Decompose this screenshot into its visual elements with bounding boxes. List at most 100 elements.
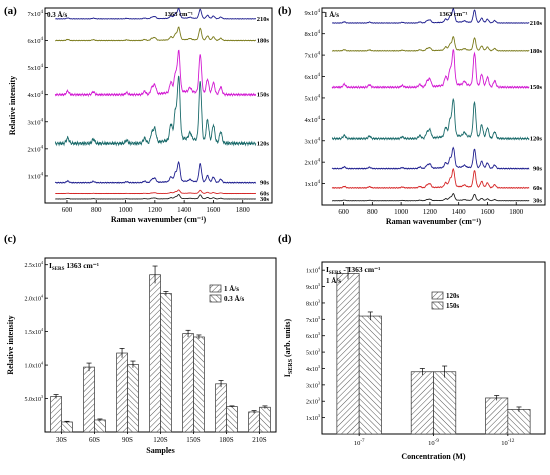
spectrum-line-120s bbox=[331, 97, 530, 141]
legend-label: 120s bbox=[446, 292, 460, 300]
x-tick-label: 180S bbox=[219, 436, 234, 444]
bar bbox=[127, 364, 139, 433]
series-label-90s: 90s bbox=[260, 180, 270, 187]
y-tick-label: 1.5x104 bbox=[25, 327, 44, 336]
y-tick-label: 8x103 bbox=[306, 298, 320, 307]
y-tick-label: 2x104 bbox=[28, 145, 44, 153]
panel-letter-a: (a) bbox=[4, 5, 17, 17]
y-tick-label: 1x104 bbox=[305, 180, 321, 188]
y-tick-label: 5x104 bbox=[305, 94, 321, 102]
panel-letter-d: (d) bbox=[278, 233, 292, 245]
panel-letter-b: (b) bbox=[278, 5, 292, 17]
y-tick-label: 6x104 bbox=[305, 73, 321, 81]
x-tick-label: 1200 bbox=[148, 206, 163, 214]
series-label-30s: 30s bbox=[533, 198, 543, 205]
spectrum-line-60s bbox=[55, 189, 256, 195]
bar bbox=[410, 371, 434, 435]
spectrum-line-180s bbox=[54, 26, 257, 42]
series-label-30s: 30s bbox=[260, 196, 270, 203]
y-tick-label: 5x104 bbox=[28, 64, 44, 72]
y-tick-label: 9x104 bbox=[305, 9, 321, 17]
x-tick-label: 30S bbox=[56, 436, 67, 444]
chart-title: ISERS - 1363 cm⁻¹ bbox=[326, 265, 380, 276]
series-label-120s: 120s bbox=[257, 140, 270, 147]
panel-a-spectra: 600 800 1000 1200 1400 1600 1800 1x104 2x104 3x10… bbox=[8, 7, 273, 224]
spectrum-line-210s bbox=[332, 8, 530, 24]
panel-letter-c: (c) bbox=[4, 233, 17, 245]
spectrum-line-150s bbox=[54, 49, 257, 98]
bar bbox=[94, 419, 106, 433]
y-axis-label: Relative intensity bbox=[6, 315, 15, 374]
y-tick-label: 1x103 bbox=[306, 413, 320, 422]
panel-d-bar-chart: 1x103 2x103 3x103 4x103 5x103 6x103 7x103 8x103… bbox=[283, 261, 546, 461]
y-tick-label: 4x104 bbox=[28, 91, 44, 99]
y-tick-label: 2x103 bbox=[306, 397, 320, 406]
x-tick-label: 1600 bbox=[206, 206, 221, 214]
bar bbox=[433, 371, 457, 435]
bar bbox=[336, 273, 360, 435]
bar bbox=[61, 421, 73, 433]
bar bbox=[358, 315, 382, 435]
peak-label: 1363 cm⁻¹ bbox=[439, 11, 467, 18]
spectrum-line-180s bbox=[331, 36, 530, 52]
bar bbox=[149, 274, 161, 433]
x-tick-label: 10-9 bbox=[428, 439, 439, 447]
spectrum-line-120s bbox=[54, 75, 257, 147]
plot-frame bbox=[44, 7, 273, 204]
bar bbox=[160, 293, 172, 433]
y-tick-label: 3x104 bbox=[28, 118, 44, 126]
x-axis-label: Concentration (M) bbox=[401, 452, 466, 461]
spectrum-line-60s bbox=[331, 168, 530, 190]
y-tick-label: 9x103 bbox=[306, 282, 320, 291]
series-label-60s: 60s bbox=[260, 191, 270, 198]
legend-swatch bbox=[209, 294, 222, 303]
series-label-210s: 210s bbox=[530, 20, 543, 27]
plot-frame bbox=[321, 7, 546, 206]
x-tick-label: 1400 bbox=[177, 206, 192, 214]
x-tick-label: 1800 bbox=[509, 208, 524, 216]
spectrum-line-90s bbox=[331, 146, 530, 170]
bar bbox=[83, 366, 95, 433]
panel-b-spectra: 600 800 1000 1200 1400 1600 1800 1x104 2x104 3x10… bbox=[305, 7, 546, 226]
y-tick-label: 5.0x103 bbox=[25, 394, 44, 403]
bar bbox=[182, 333, 194, 433]
y-tick-label: 1x104 bbox=[28, 172, 44, 180]
x-tick-label: 10-7 bbox=[354, 439, 365, 447]
legend-swatch bbox=[431, 291, 444, 300]
y-tick-label: 7x104 bbox=[305, 52, 321, 60]
x-tick-label: 1200 bbox=[423, 208, 438, 216]
legend-label: 1 Å/s bbox=[224, 285, 239, 293]
y-tick-label: 2.5x104 bbox=[25, 260, 44, 269]
series-label-180s: 180s bbox=[257, 38, 270, 45]
x-tick-label: 1000 bbox=[394, 208, 409, 216]
y-tick-label: 4x103 bbox=[306, 364, 320, 373]
x-tick-label: 600 bbox=[338, 208, 349, 216]
y-tick-label: 2x104 bbox=[305, 159, 321, 167]
spectrum-line-210s bbox=[55, 8, 257, 20]
x-tick-label: 1800 bbox=[236, 206, 251, 214]
legend-swatch bbox=[431, 301, 444, 310]
x-tick-label: 1400 bbox=[452, 208, 467, 216]
y-tick-label: 6x103 bbox=[306, 331, 320, 340]
spectrum-line-30s bbox=[55, 193, 256, 200]
legend-swatch bbox=[209, 284, 222, 293]
bar bbox=[50, 396, 62, 433]
series-label-180s: 180s bbox=[530, 48, 543, 55]
y-tick-label: 1.0x104 bbox=[25, 361, 44, 370]
bar bbox=[507, 409, 531, 435]
x-axis-label: Samples bbox=[146, 446, 174, 455]
x-axis-label: Raman wavenumber (cm⁻¹) bbox=[386, 217, 482, 226]
y-tick-label: 5x103 bbox=[306, 348, 320, 357]
x-tick-label: 600 bbox=[62, 206, 73, 214]
y-tick-label: 1x104 bbox=[306, 266, 320, 275]
series-label-60s: 60s bbox=[533, 185, 543, 192]
y-tick-label: 4x104 bbox=[305, 116, 321, 124]
bar bbox=[485, 397, 509, 435]
bar bbox=[248, 411, 260, 433]
rate-label: 1 Å/s bbox=[326, 277, 341, 285]
x-tick-label: 1600 bbox=[480, 208, 495, 216]
chart-title: ISERS 1363 cm⁻¹ bbox=[49, 261, 99, 272]
legend-label: 0.3 Å/s bbox=[224, 295, 245, 303]
bar bbox=[116, 352, 128, 433]
